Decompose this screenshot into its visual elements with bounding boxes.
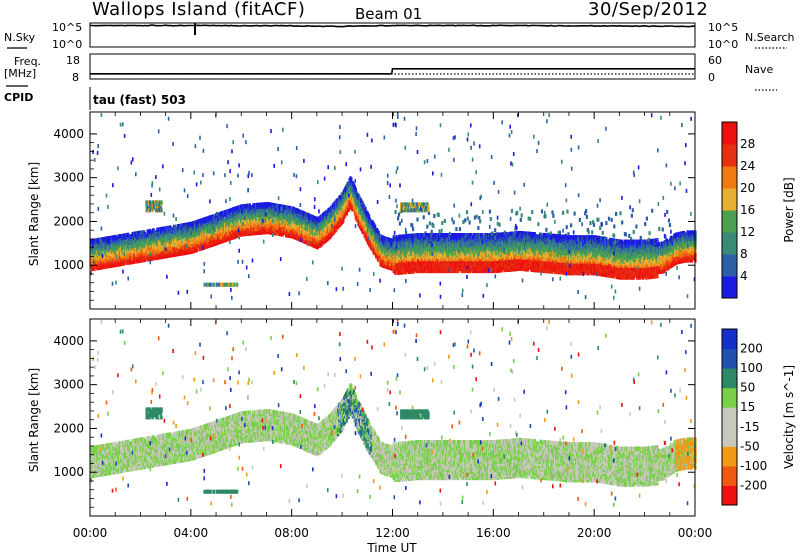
power-cell xyxy=(432,224,434,228)
date-title: 30/Sep/2012 xyxy=(588,0,708,20)
freq-panel-frame xyxy=(90,54,695,79)
freq-right-tick-top: 60 xyxy=(708,54,722,67)
power-cell xyxy=(429,221,431,225)
power-cell xyxy=(426,225,428,229)
noise-right-tick-bottom: 10^0 xyxy=(708,38,738,51)
site-title: Wallops Island (fitACF) xyxy=(92,0,305,20)
power-cell xyxy=(394,210,396,214)
power-cell xyxy=(350,177,352,182)
noise-left-tick-top: 10^5 xyxy=(52,21,82,34)
power-cell xyxy=(355,187,357,192)
cpid-value: tau (fast) 503 xyxy=(93,93,186,107)
freq-trace xyxy=(90,69,695,74)
noise-panel-frame xyxy=(90,23,695,47)
noise-right-tick-top: 10^5 xyxy=(708,21,738,34)
power-cell xyxy=(412,227,414,231)
power-cell xyxy=(397,217,399,221)
noise-left-label: N.Sky xyxy=(4,31,36,44)
power-heatmap-cells xyxy=(90,112,697,300)
power-cell xyxy=(423,215,425,219)
frequency-panel: Freq. [MHz] 18 8 60 0 Nave xyxy=(4,54,777,90)
power-cell xyxy=(399,222,401,226)
freq-right-label: Nave xyxy=(745,63,773,76)
power-cell xyxy=(438,213,440,217)
freq-right-tick-bottom: 0 xyxy=(708,71,715,84)
power-cell xyxy=(433,214,435,218)
noise-panel: N.Sky 10^5 10^0 10^5 10^0 N.Search xyxy=(4,21,795,51)
cpid-row: CPID tau (fast) 503 xyxy=(4,86,186,110)
power-cell xyxy=(411,224,413,228)
noise-right-label: N.Search xyxy=(745,31,795,44)
noise-left-tick-bottom: 10^0 xyxy=(52,38,82,51)
freq-left-label-2: [MHz] xyxy=(4,67,36,80)
freq-left-tick-bottom: 8 xyxy=(72,71,79,84)
beam-title: Beam 01 xyxy=(355,5,422,23)
cpid-label: CPID xyxy=(4,91,33,104)
power-cell xyxy=(416,218,418,222)
freq-left-tick-top: 18 xyxy=(66,54,80,67)
noise-sky-trace xyxy=(90,25,695,27)
